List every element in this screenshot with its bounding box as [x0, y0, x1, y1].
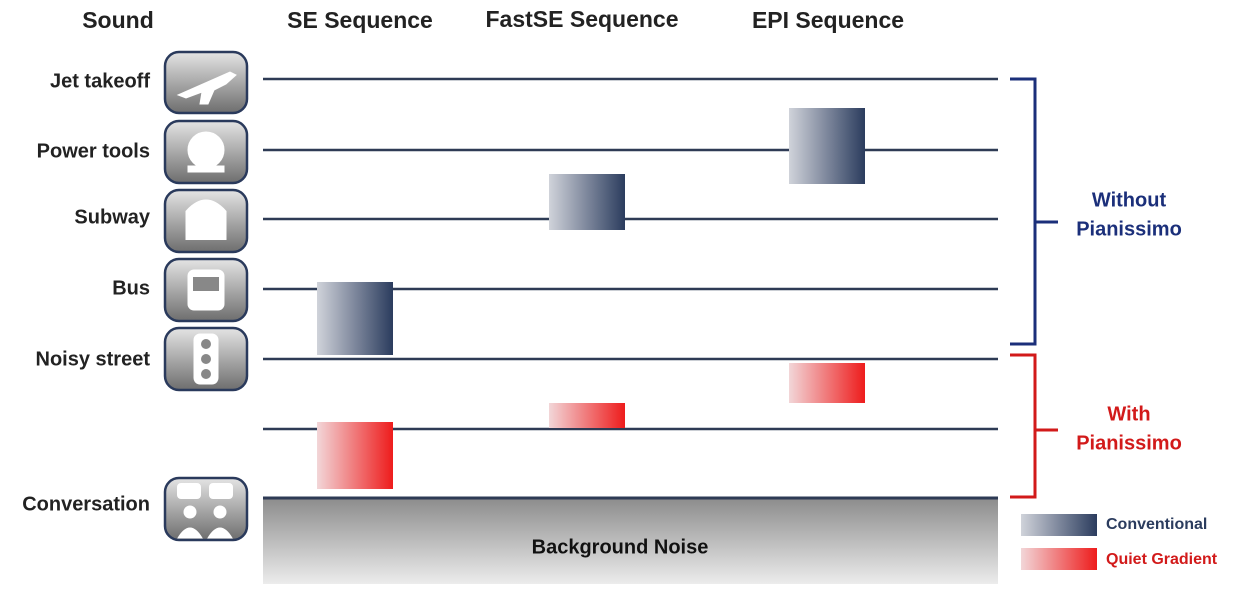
conventional-bar [789, 108, 865, 184]
bracket-label: Pianissimo [1076, 432, 1182, 454]
row-label: Noisy street [36, 348, 151, 370]
row-label: Conversation [22, 493, 150, 515]
legend-swatch [1021, 548, 1097, 570]
column-header: SE Sequence [287, 7, 433, 33]
level-lines [263, 77, 998, 431]
header-sound: Sound [82, 7, 154, 33]
row-label: Bus [112, 277, 150, 299]
legend-label: Conventional [1106, 516, 1207, 533]
row-label: Jet takeoff [50, 70, 150, 92]
bracket-label: Pianissimo [1076, 218, 1182, 240]
quiet-bar [317, 422, 393, 489]
background-label: Background Noise [532, 536, 709, 558]
quiet-bar [789, 363, 865, 403]
bracket-without [1010, 77, 1058, 346]
bracket-label: With [1107, 403, 1150, 425]
row-label: Power tools [37, 140, 150, 162]
bars [317, 108, 865, 489]
conventional-bar [317, 282, 393, 355]
legend-swatch [1021, 514, 1097, 536]
column-header: FastSE Sequence [485, 6, 678, 32]
conventional-bar [549, 174, 625, 230]
row-label: Subway [74, 206, 150, 228]
bracket-label: Without [1092, 189, 1167, 211]
icons [163, 50, 249, 542]
quiet-bar [549, 403, 625, 428]
bracket-with [1010, 353, 1058, 499]
legend-label: Quiet Gradient [1106, 551, 1218, 568]
column-header: EPI Sequence [752, 7, 904, 33]
background-noise [263, 498, 998, 584]
